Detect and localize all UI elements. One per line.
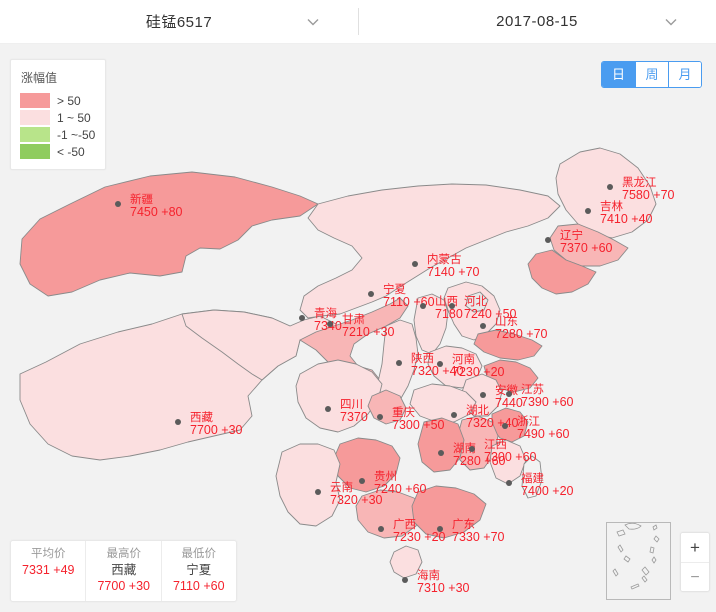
province-marker-dot[interactable] xyxy=(451,412,457,418)
zoom-in-button[interactable]: + xyxy=(681,533,709,562)
province-marker-dot[interactable] xyxy=(368,291,374,297)
inset-islands xyxy=(612,522,660,590)
province-marker-dot[interactable] xyxy=(396,360,402,366)
province-marker-dot[interactable] xyxy=(115,201,121,207)
summary-cell-highest: 最高价 西藏 7700 +30 xyxy=(85,541,160,601)
legend-swatch xyxy=(20,127,50,142)
legend-swatch xyxy=(20,144,50,159)
summary-cell-average: 平均价 7331 +49 xyxy=(11,541,85,601)
summary-value: 7110 +60 xyxy=(172,579,225,593)
legend-item-label: < -50 xyxy=(57,144,85,159)
legend-swatch xyxy=(20,110,50,125)
zoom-out-button[interactable]: − xyxy=(681,562,709,591)
summary-value: 7331 +49 xyxy=(22,563,75,577)
summary-province: 宁夏 xyxy=(186,563,212,577)
province-marker-dot[interactable] xyxy=(502,423,508,429)
summary-province: 西藏 xyxy=(111,563,137,577)
legend-item: 1 ~ 50 xyxy=(20,110,95,125)
province-marker-dot[interactable] xyxy=(545,237,551,243)
south-china-sea-inset xyxy=(606,522,671,600)
province-marker-dot[interactable] xyxy=(377,414,383,420)
product-selector[interactable]: 硅锰6517 xyxy=(0,0,358,43)
china-choropleth-map[interactable]: 涨幅值 > 50 1 ~ 50 -1 ~-50 < -50 日 周 月 新疆 74… xyxy=(0,44,716,612)
legend-item: -1 ~-50 xyxy=(20,127,95,142)
product-selector-value: 硅锰6517 xyxy=(145,14,213,31)
province-marker-dot[interactable] xyxy=(299,315,305,321)
date-selector-value: 2017-08-15 xyxy=(496,13,578,30)
province-marker-dot[interactable] xyxy=(585,208,591,214)
province-marker-dot[interactable] xyxy=(607,184,613,190)
period-toggle-group[interactable]: 日 周 月 xyxy=(601,61,702,88)
date-selector[interactable]: 2017-08-15 xyxy=(358,0,716,43)
summary-label: 平均价 xyxy=(30,548,66,560)
chevron-down-icon xyxy=(664,15,678,29)
province-marker-dot[interactable] xyxy=(506,480,512,486)
period-week-button[interactable]: 周 xyxy=(635,62,668,87)
legend-item: < -50 xyxy=(20,144,95,159)
legend-title: 涨幅值 xyxy=(21,71,58,85)
province-marker-dot[interactable] xyxy=(480,323,486,329)
price-summary-bar: 平均价 7331 +49 最高价 西藏 7700 +30 最低价 宁夏 7110… xyxy=(10,540,237,602)
province-marker-dot[interactable] xyxy=(420,303,426,309)
toolbar: 硅锰6517 2017-08-15 xyxy=(0,0,716,44)
legend-item-label: > 50 xyxy=(57,93,81,108)
legend: 涨幅值 > 50 1 ~ 50 -1 ~-50 < -50 xyxy=(10,59,107,170)
province-marker-dot[interactable] xyxy=(437,361,443,367)
province-marker-dot[interactable] xyxy=(175,419,181,425)
province-marker-dot[interactable] xyxy=(325,406,331,412)
province-marker-dot[interactable] xyxy=(402,577,408,583)
province-marker-dot[interactable] xyxy=(480,392,486,398)
province-marker-dot[interactable] xyxy=(438,450,444,456)
province-marker-dot[interactable] xyxy=(327,321,333,327)
province-marker-dot[interactable] xyxy=(506,391,512,397)
summary-label: 最高价 xyxy=(106,548,141,560)
province-marker-dot[interactable] xyxy=(412,261,418,267)
period-month-button[interactable]: 月 xyxy=(668,62,701,87)
map-geometry xyxy=(19,147,657,579)
map-zoom-controls[interactable]: + − xyxy=(680,532,710,592)
legend-item-label: 1 ~ 50 xyxy=(57,110,91,125)
legend-swatch xyxy=(20,93,50,108)
legend-item: > 50 xyxy=(20,93,95,108)
province-marker-dot[interactable] xyxy=(437,526,443,532)
chevron-down-icon xyxy=(306,15,320,29)
province-marker-dot[interactable] xyxy=(359,478,365,484)
province-marker-dot[interactable] xyxy=(469,446,475,452)
summary-label: 最低价 xyxy=(181,548,217,560)
province-marker-dot[interactable] xyxy=(378,526,384,532)
period-day-button[interactable]: 日 xyxy=(602,62,635,87)
province-marker-dot[interactable] xyxy=(449,303,455,309)
legend-item-label: -1 ~-50 xyxy=(57,127,96,142)
summary-value: 7700 +30 xyxy=(97,579,150,593)
province-marker-dot[interactable] xyxy=(315,489,321,495)
summary-cell-lowest: 最低价 宁夏 7110 +60 xyxy=(160,541,236,601)
